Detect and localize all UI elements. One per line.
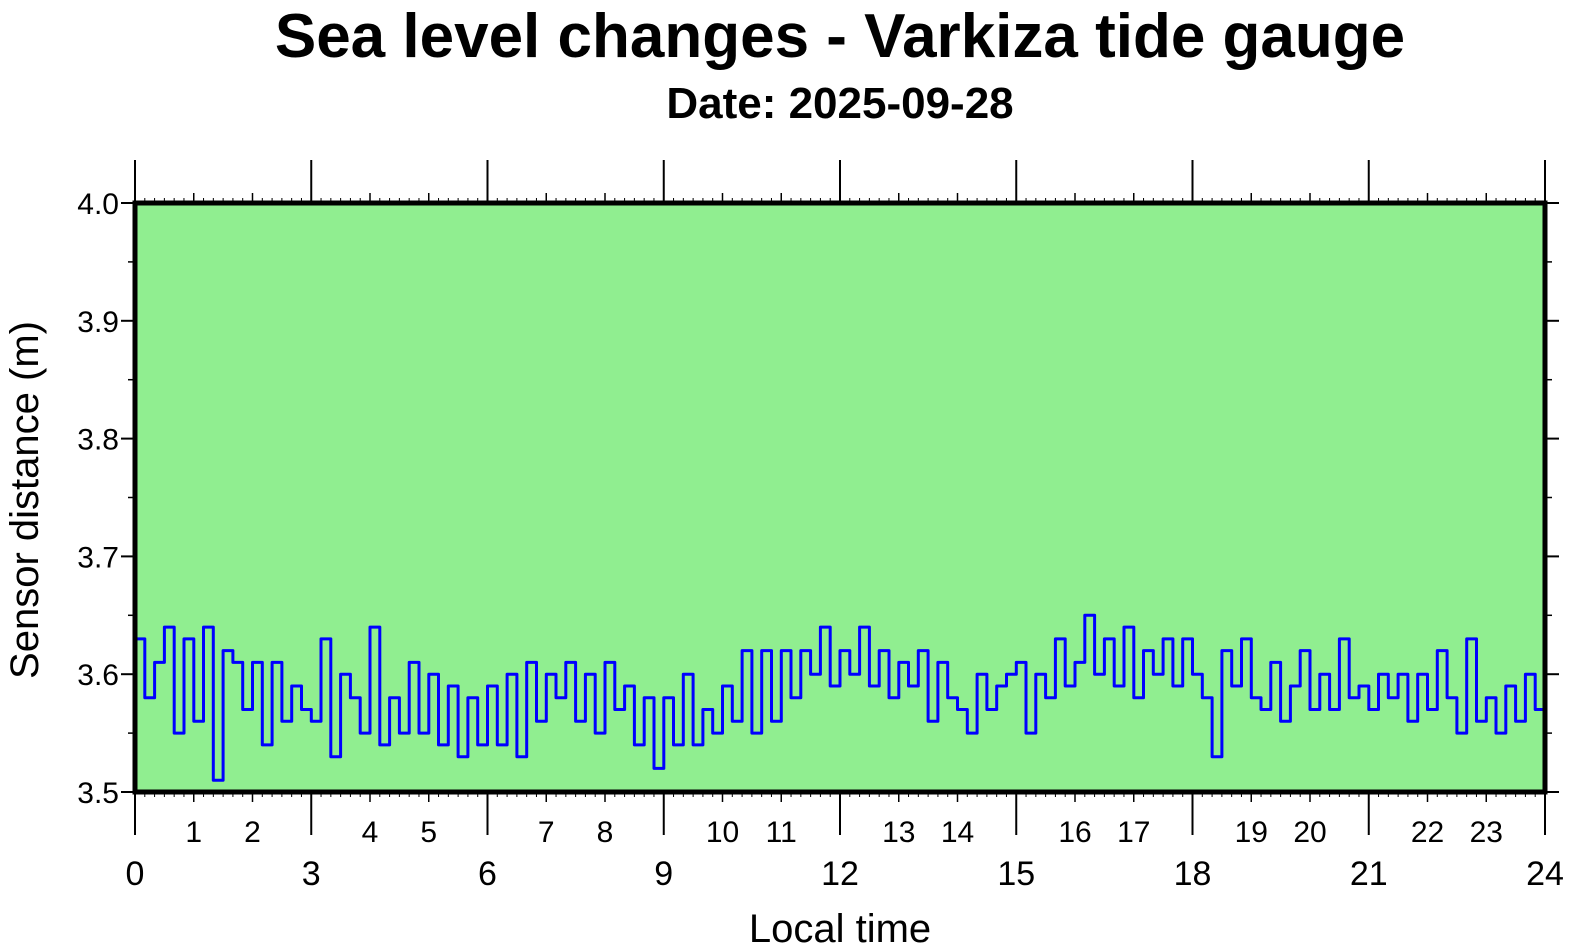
x-major-tick-label: 15 bbox=[997, 855, 1035, 893]
chart-subtitle: Date: 2025-09-28 bbox=[666, 79, 1013, 128]
plot-frame bbox=[132, 200, 1548, 795]
x-minor-tick-label: 11 bbox=[766, 816, 797, 849]
x-minor-tick-label: 22 bbox=[1411, 816, 1444, 849]
x-minor-tick-label: 23 bbox=[1470, 816, 1503, 849]
y-tick-label: 4.0 bbox=[77, 188, 119, 221]
x-minor-tick-label: 2 bbox=[244, 816, 261, 849]
chart-title: Sea level changes - Varkiza tide gauge bbox=[275, 2, 1405, 71]
x-minor-tick-label: 16 bbox=[1058, 816, 1091, 849]
x-major-tick-label: 21 bbox=[1350, 855, 1388, 893]
x-major-tick-label: 18 bbox=[1174, 855, 1212, 893]
plot-area bbox=[135, 203, 1545, 792]
x-minor-tick-label: 5 bbox=[420, 816, 437, 849]
y-tick-label: 3.6 bbox=[77, 659, 119, 692]
x-major-tick-label: 3 bbox=[302, 855, 321, 893]
y-tick-label: 3.8 bbox=[77, 424, 119, 457]
x-minor-tick-label: 13 bbox=[882, 816, 915, 849]
y-axis-label: Sensor distance (m) bbox=[3, 321, 47, 679]
x-major-tick-label: 6 bbox=[478, 855, 497, 893]
y-tick-label: 3.5 bbox=[77, 777, 119, 810]
x-minor-tick-label: 8 bbox=[597, 816, 614, 849]
x-minor-tick-label: 1 bbox=[185, 816, 202, 849]
y-tick-label: 3.9 bbox=[77, 306, 119, 339]
y-tick-label: 3.7 bbox=[77, 541, 119, 574]
x-minor-tick-label: 10 bbox=[706, 816, 739, 849]
series-line bbox=[135, 613, 1547, 782]
x-minor-tick-label: 19 bbox=[1235, 816, 1268, 849]
x-major-tick-label: 9 bbox=[654, 855, 673, 893]
x-major-tick-label: 24 bbox=[1526, 855, 1564, 893]
x-minor-tick-label: 14 bbox=[941, 816, 974, 849]
x-major-tick-label: 12 bbox=[821, 855, 859, 893]
x-minor-tick-label: 17 bbox=[1117, 816, 1150, 849]
x-minor-tick-label: 20 bbox=[1293, 816, 1326, 849]
x-axis-label: Local time bbox=[749, 907, 931, 950]
axis-ticks bbox=[121, 160, 1559, 835]
x-major-tick-label: 0 bbox=[126, 855, 145, 893]
x-minor-tick-label: 4 bbox=[362, 816, 379, 849]
x-minor-tick-label: 7 bbox=[538, 816, 555, 849]
